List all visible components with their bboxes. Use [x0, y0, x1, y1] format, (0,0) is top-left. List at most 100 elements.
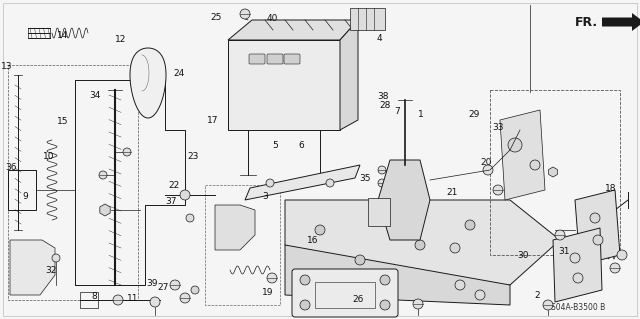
FancyBboxPatch shape — [284, 54, 300, 64]
Circle shape — [508, 138, 522, 152]
Polygon shape — [228, 40, 340, 130]
Text: 33: 33 — [492, 123, 504, 132]
Circle shape — [493, 185, 503, 195]
Text: 14: 14 — [57, 31, 68, 40]
Polygon shape — [10, 240, 55, 295]
Polygon shape — [215, 205, 255, 250]
Text: 20: 20 — [481, 158, 492, 167]
Text: 24: 24 — [173, 69, 185, 78]
Circle shape — [300, 300, 310, 310]
Polygon shape — [285, 200, 560, 285]
Text: 2: 2 — [535, 291, 540, 300]
Text: FR.: FR. — [575, 16, 598, 28]
Circle shape — [378, 166, 386, 174]
Text: 22: 22 — [168, 181, 180, 189]
Circle shape — [191, 286, 199, 294]
Circle shape — [413, 299, 423, 309]
Bar — [80, 292, 98, 308]
Text: 35: 35 — [359, 174, 371, 182]
Polygon shape — [553, 228, 602, 302]
Circle shape — [450, 243, 460, 253]
Text: 27: 27 — [157, 283, 169, 292]
Circle shape — [180, 190, 190, 200]
Circle shape — [99, 171, 107, 179]
Circle shape — [380, 300, 390, 310]
Text: 12: 12 — [115, 35, 126, 44]
Text: 38: 38 — [377, 92, 388, 101]
Bar — [490, 90, 620, 255]
Text: 28: 28 — [380, 101, 391, 110]
Polygon shape — [245, 165, 360, 200]
Circle shape — [170, 280, 180, 290]
Text: 18: 18 — [605, 184, 617, 193]
Text: 9: 9 — [23, 192, 28, 201]
FancyBboxPatch shape — [292, 269, 398, 317]
Text: 32: 32 — [45, 266, 57, 275]
Polygon shape — [340, 20, 358, 130]
FancyBboxPatch shape — [249, 54, 265, 64]
Text: 3: 3 — [263, 192, 268, 201]
Text: 7: 7 — [394, 107, 399, 116]
Circle shape — [530, 160, 540, 170]
Polygon shape — [130, 48, 166, 118]
Text: 21: 21 — [446, 189, 458, 197]
Circle shape — [186, 214, 194, 222]
Circle shape — [415, 240, 425, 250]
Circle shape — [326, 179, 334, 187]
Text: 13: 13 — [1, 63, 12, 71]
Text: 1: 1 — [419, 110, 424, 119]
Text: 40: 40 — [266, 14, 278, 23]
Circle shape — [617, 250, 627, 260]
Circle shape — [300, 275, 310, 285]
Circle shape — [378, 179, 386, 187]
Circle shape — [315, 225, 325, 235]
Circle shape — [590, 213, 600, 223]
Bar — [368, 198, 390, 226]
Circle shape — [355, 255, 365, 265]
Polygon shape — [228, 20, 358, 40]
Polygon shape — [285, 245, 510, 305]
Circle shape — [483, 165, 493, 175]
Circle shape — [610, 263, 620, 273]
Polygon shape — [378, 160, 430, 240]
Text: 23: 23 — [188, 152, 199, 161]
Text: 5: 5 — [273, 141, 278, 150]
Bar — [8, 65, 138, 300]
Text: 26: 26 — [353, 295, 364, 304]
Text: 29: 29 — [468, 110, 479, 119]
Bar — [205, 185, 280, 305]
Circle shape — [150, 297, 160, 307]
Bar — [350, 8, 385, 30]
Bar — [315, 282, 375, 308]
Circle shape — [593, 235, 603, 245]
Text: 4: 4 — [376, 34, 381, 43]
Text: 34: 34 — [89, 91, 100, 100]
Text: 15: 15 — [57, 117, 68, 126]
Circle shape — [573, 273, 583, 283]
Circle shape — [113, 295, 123, 305]
Polygon shape — [548, 167, 557, 177]
Text: 37: 37 — [166, 197, 177, 206]
Circle shape — [380, 275, 390, 285]
Text: 10: 10 — [43, 152, 54, 161]
Bar — [8, 170, 36, 210]
Text: 8: 8 — [92, 292, 97, 301]
Circle shape — [455, 280, 465, 290]
Text: 17: 17 — [207, 116, 218, 125]
Text: 25: 25 — [211, 13, 222, 22]
Polygon shape — [500, 110, 545, 200]
Circle shape — [123, 148, 131, 156]
Circle shape — [543, 300, 553, 310]
Circle shape — [570, 253, 580, 263]
Text: 6: 6 — [298, 141, 303, 150]
FancyBboxPatch shape — [267, 54, 283, 64]
Circle shape — [465, 220, 475, 230]
Circle shape — [52, 254, 60, 262]
Text: 30: 30 — [518, 251, 529, 260]
Text: S04A-B3500 B: S04A-B3500 B — [551, 303, 605, 313]
Text: 39: 39 — [147, 279, 158, 288]
Text: 16: 16 — [307, 236, 318, 245]
Circle shape — [266, 179, 274, 187]
FancyArrow shape — [602, 13, 640, 31]
Text: 31: 31 — [559, 247, 570, 256]
